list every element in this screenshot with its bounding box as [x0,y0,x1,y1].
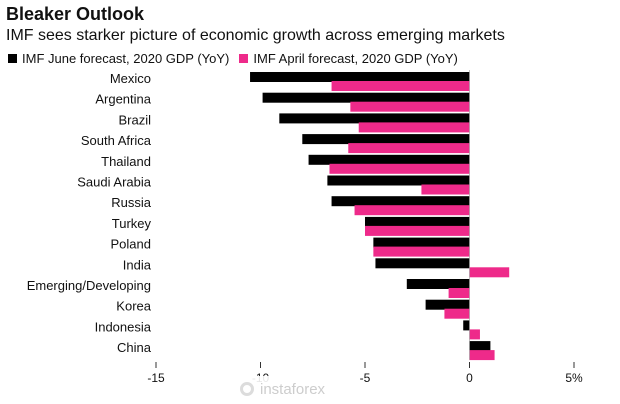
bar-april-indonesia [469,329,480,340]
category-label-brazil: Brazil [118,112,151,127]
x-tick-label-0: -15 [147,371,165,385]
bar-june-argentina [262,92,470,103]
bar-april-korea [444,308,470,319]
category-label-mexico: Mexico [110,71,151,86]
bar-june-russia [331,196,470,207]
chart-title: Bleaker Outlook [6,4,145,24]
bar-june-south-africa [302,134,470,145]
bar-april-emerging-developing [448,288,470,298]
bar-june-turkey [365,216,470,227]
watermark-logo-icon [240,382,254,396]
category-label-russia: Russia [111,195,152,210]
category-label-south-africa: South Africa [81,133,152,148]
bar-june-indonesia [463,320,470,331]
x-tick-label-3: 0 [466,371,473,385]
chart-subtitle: IMF sees starker picture of economic gro… [6,27,505,44]
category-label-emerging-developing: Emerging/Developing [27,278,151,293]
bar-april-argentina [350,101,470,112]
bar-april-china [469,350,495,361]
bar-june-china [469,341,491,352]
bar-april-russia [354,205,470,216]
bar-june-emerging-developing [406,279,470,289]
legend-label-june: IMF June forecast, 2020 GDP (YoY) [22,51,230,66]
legend-item-april: IMF April forecast, 2020 GDP (YoY) [239,51,458,66]
bar-april-mexico [331,81,470,91]
legend: IMF June forecast, 2020 GDP (YoY) IMF Ap… [8,51,468,66]
bar-april-india [469,267,510,278]
watermark: instaforex [232,376,350,402]
bar-april-saudi-arabia [421,184,470,195]
x-tick-label-2: -5 [360,371,371,385]
bar-june-mexico [250,72,470,82]
legend-item-june: IMF June forecast, 2020 GDP (YoY) [8,51,229,66]
bar-june-poland [373,237,470,248]
category-label-saudi-arabia: Saudi Arabia [77,175,151,190]
bar-june-saudi-arabia [327,175,470,186]
bar-june-india [375,258,470,269]
category-label-poland: Poland [111,237,151,252]
category-label-indonesia: Indonesia [95,319,152,334]
bar-april-brazil [358,122,470,133]
bar-april-turkey [365,225,470,236]
category-label-turkey: Turkey [112,216,152,231]
category-label-thailand: Thailand [101,154,151,169]
bar-june-thailand [308,154,470,165]
category-label-china: China [117,340,152,355]
bar-april-poland [373,246,470,257]
bar-june-korea [425,299,470,310]
category-label-india: India [123,257,152,272]
bar-april-south-africa [348,143,470,154]
category-label-korea: Korea [116,299,151,314]
bar-june-brazil [279,113,470,124]
bar-april-thailand [329,163,470,174]
legend-swatch-april [239,54,249,63]
legend-swatch-june [8,54,17,63]
x-tick-label-4: 5% [565,371,583,385]
legend-label-april: IMF April forecast, 2020 GDP (YoY) [253,51,458,66]
watermark-text: instaforex [260,380,326,398]
category-label-argentina: Argentina [95,92,151,107]
